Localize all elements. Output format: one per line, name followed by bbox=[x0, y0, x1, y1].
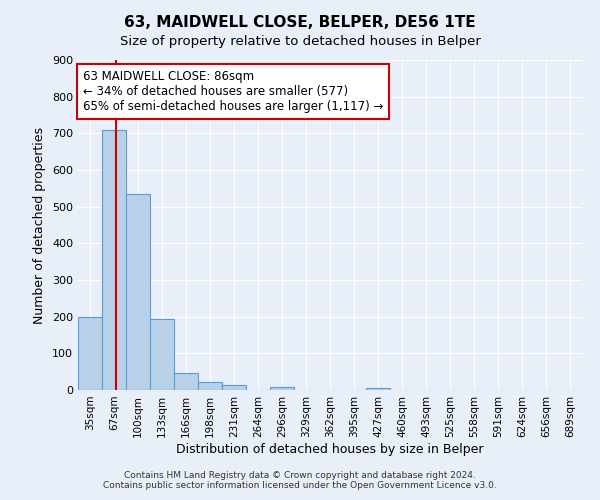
Bar bbox=[222, 385, 246, 390]
Y-axis label: Number of detached properties: Number of detached properties bbox=[34, 126, 46, 324]
Bar bbox=[78, 316, 102, 390]
Text: 63 MAIDWELL CLOSE: 86sqm
← 34% of detached houses are smaller (577)
65% of semi-: 63 MAIDWELL CLOSE: 86sqm ← 34% of detach… bbox=[83, 70, 383, 113]
Text: 63, MAIDWELL CLOSE, BELPER, DE56 1TE: 63, MAIDWELL CLOSE, BELPER, DE56 1TE bbox=[124, 15, 476, 30]
Bar bbox=[198, 382, 222, 390]
Text: Contains HM Land Registry data © Crown copyright and database right 2024.
Contai: Contains HM Land Registry data © Crown c… bbox=[103, 470, 497, 490]
Bar bbox=[174, 373, 198, 390]
Bar bbox=[150, 318, 174, 390]
Bar bbox=[270, 387, 294, 390]
Text: Size of property relative to detached houses in Belper: Size of property relative to detached ho… bbox=[119, 35, 481, 48]
Bar bbox=[102, 130, 126, 390]
X-axis label: Distribution of detached houses by size in Belper: Distribution of detached houses by size … bbox=[176, 442, 484, 456]
Bar bbox=[366, 388, 390, 390]
Bar bbox=[126, 194, 150, 390]
